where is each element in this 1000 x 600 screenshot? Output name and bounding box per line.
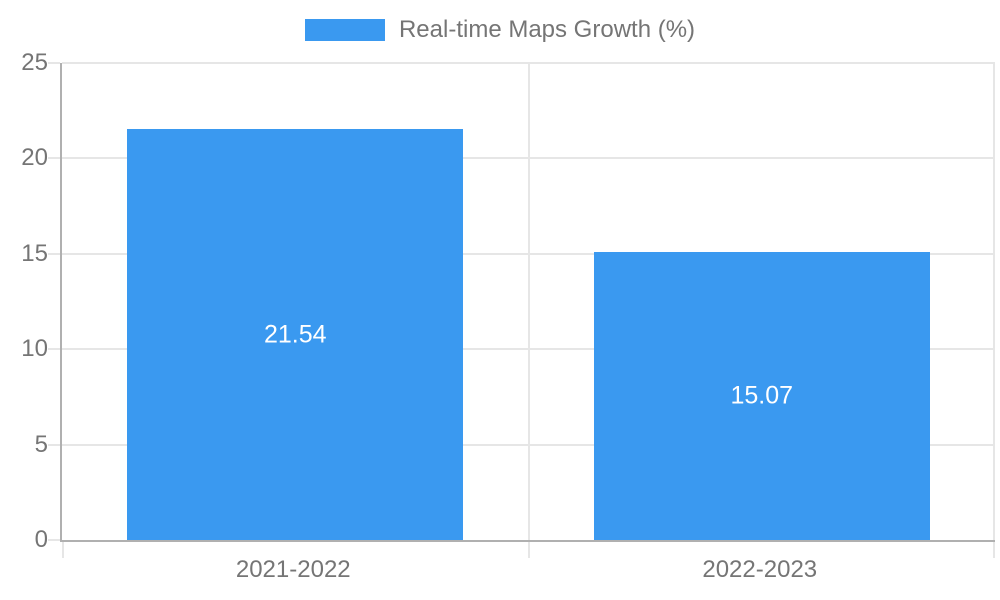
legend-label: Real-time Maps Growth (%)	[398, 16, 696, 43]
gridline-x-2	[993, 63, 995, 540]
gridline-x-1	[527, 63, 530, 540]
chart-legend[interactable]: Real-time Maps Growth (%)	[0, 16, 1000, 44]
y-tick-label-15: 15	[21, 239, 48, 267]
y-tick-0	[48, 539, 60, 541]
x-axis-labels: 2021-2022 2022-2023	[60, 556, 993, 584]
x-category-label: 2022-2023	[702, 556, 818, 583]
y-tick-10	[48, 348, 60, 351]
x-tick-2	[993, 542, 995, 558]
y-tick-20	[48, 157, 60, 160]
bar-2022-2023[interactable]: 15.07	[593, 252, 930, 540]
y-tick-5	[48, 443, 60, 446]
x-tick-1	[527, 542, 530, 558]
plot-area: 21.54 15.07	[48, 62, 995, 558]
y-axis-labels: 0 5 10 15 20 25	[0, 51, 48, 552]
bar-value-label: 15.07	[730, 381, 794, 410]
x-category-label: 2021-2022	[235, 556, 351, 583]
y-tick-label-0: 0	[34, 526, 48, 553]
y-tick-label-5: 5	[34, 430, 48, 458]
bar-2021-2022[interactable]: 21.54	[127, 129, 464, 540]
legend-swatch-icon	[304, 19, 385, 41]
x-tick-0	[62, 542, 64, 558]
y-tick-label-20: 20	[21, 144, 48, 172]
y-tick-label-10: 10	[21, 335, 48, 363]
y-tick-25	[48, 62, 60, 64]
y-tick-15	[48, 252, 60, 255]
y-tick-label-25: 25	[21, 49, 48, 76]
bar-value-label: 21.54	[263, 320, 327, 349]
